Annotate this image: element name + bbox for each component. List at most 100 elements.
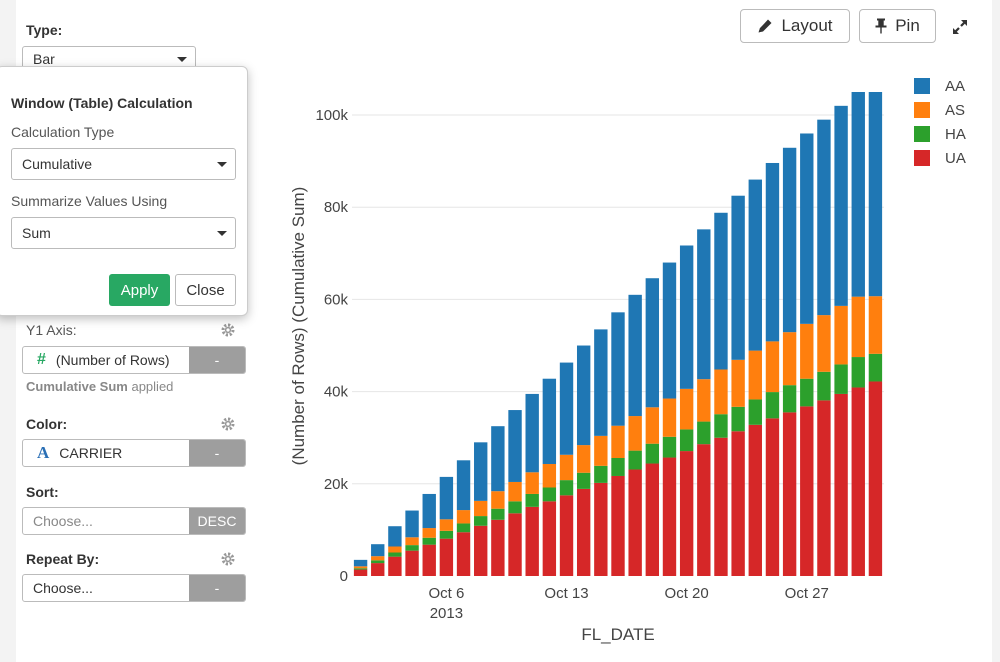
bar-segment [765,162,780,342]
bar-segment [628,469,642,576]
bar-segment [679,245,694,389]
layout-button[interactable]: Layout [740,9,850,43]
bar-segment [679,429,694,452]
bar-segment [439,476,454,520]
bar-segment [371,560,385,564]
bar-segment [371,556,385,561]
bar-segment [834,105,848,306]
bar-segment [765,418,780,576]
bar-segment [834,364,848,394]
bar-segment [508,501,522,514]
bar-segment [576,345,591,446]
bar-segment [542,463,557,488]
bar-segment [697,229,711,380]
close-button[interactable]: Close [175,274,236,306]
sort-order-button[interactable]: DESC [189,508,245,534]
y-tick-label: 100k [315,107,348,124]
bar-segment [388,526,402,547]
right-margin [992,0,1000,662]
bar-segment [662,262,677,399]
bar-segment [456,532,471,576]
bar-segment [645,463,660,576]
bar-segment [800,133,814,324]
calculation-type-select[interactable]: Cumulative [11,148,236,180]
legend-label: AS [945,102,965,119]
bar-segment [542,501,557,576]
bar-segment [353,569,368,576]
bar-segment [388,556,402,576]
bar-segment [697,379,711,422]
legend-swatch [914,102,930,118]
color-settings-gear-icon[interactable] [220,416,236,432]
bar-segment [439,519,454,531]
text-type-icon: A [37,443,50,462]
bar-segment [697,444,711,576]
bar-segment [868,92,883,297]
chart-type-value: Bar [33,51,55,67]
apply-button[interactable]: Apply [109,274,170,306]
expand-icon[interactable] [951,18,969,36]
bar-segment [748,399,762,425]
y1-settings-gear-icon[interactable] [220,322,236,338]
y1-remove-button[interactable]: - [189,347,245,373]
bar-segment [679,388,694,430]
summarize-values-select[interactable]: Sum [11,217,236,249]
pin-icon [875,18,887,34]
summarize-values-value: Sum [22,225,51,241]
bar-segment [353,566,368,569]
bar-segment [594,329,608,436]
bar-segment [628,294,642,417]
window-calculation-popup: Window (Table) Calculation Calculation T… [0,66,248,316]
sort-field[interactable]: Choose... DESC [22,507,246,535]
bar-segment [817,371,831,401]
repeat-by-field[interactable]: Choose... - [22,574,246,602]
pin-label: Pin [895,16,920,35]
bar-segment [662,457,677,576]
repeat-settings-gear-icon[interactable] [220,551,236,567]
bar-segment [748,179,762,351]
bar-segment [474,525,488,576]
pin-button[interactable]: Pin [859,9,936,43]
bar-segment [868,381,883,576]
x-tick-label: Oct 6 [428,585,464,602]
bar-segment [422,493,436,529]
bar-segment [748,350,762,400]
bar-segment [731,359,745,407]
bar-segment [765,341,780,393]
bar-segment [508,481,522,502]
bar-segment [508,513,522,576]
bar-segment [405,537,419,546]
pencil-icon [758,19,772,33]
bar-segment [576,472,591,489]
bar-segment [491,519,505,576]
bar-segment [422,537,436,545]
color-field[interactable]: A CARRIER - [22,439,246,467]
bar-segment [611,457,625,476]
bar-segment [388,546,402,553]
bar-segment [559,480,574,496]
bar-segment [456,523,471,533]
bar-segment [594,435,608,466]
bar-segment [851,296,865,358]
sort-placeholder: Choose... [33,513,93,529]
chevron-down-icon [217,162,227,167]
color-remove-button[interactable]: - [189,440,245,466]
bar-segment [439,538,454,576]
bar-segment [594,482,608,576]
bar-segment [611,312,625,426]
calculation-type-value: Cumulative [22,156,93,172]
bar-segment [731,406,745,432]
bar-segment [714,414,728,438]
repeat-remove-button[interactable]: - [189,575,245,601]
y1-field-name: (Number of Rows) [55,352,170,368]
bar-segment [628,416,642,451]
bar-segment [491,426,505,492]
bar-segment [645,278,660,408]
x-tick-label: Oct 20 [665,585,709,602]
bar-segment [525,506,539,576]
bar-segment [559,362,574,455]
bar-segment [611,425,625,458]
y1-axis-field[interactable]: # (Number of Rows) - [22,346,246,374]
bar-segment [731,431,745,576]
bar-segment [868,296,883,354]
